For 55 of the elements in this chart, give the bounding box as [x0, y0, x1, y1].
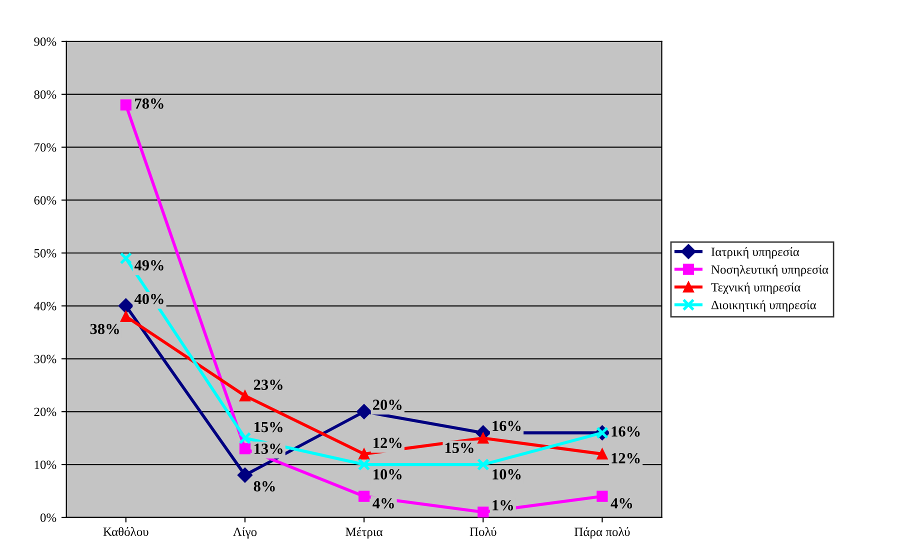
- x-tick-label: Καθόλου: [103, 527, 148, 536]
- legend-label: Διοικητική υπηρεσία: [711, 300, 816, 312]
- data-label: 15%: [254, 422, 282, 432]
- point: [238, 432, 252, 444]
- point: [596, 490, 608, 502]
- point: [239, 390, 251, 402]
- y-tick-label: 90%: [34, 37, 56, 46]
- point: [120, 310, 132, 322]
- y-tick-label: 60%: [34, 196, 56, 205]
- point: [239, 443, 251, 454]
- data-label: 10%: [492, 469, 521, 480]
- y-tick-label: 50%: [34, 249, 56, 258]
- data-label: 16%: [612, 426, 640, 437]
- point: [596, 448, 608, 460]
- point: [476, 458, 490, 471]
- point: [358, 448, 370, 460]
- data-label: 4%: [610, 498, 632, 508]
- x-tick-label: Πολύ: [470, 527, 496, 536]
- point: [118, 298, 134, 314]
- data-label: 8%: [254, 481, 275, 492]
- point: [237, 468, 253, 483]
- legend-label: Ιατρική υπηρεσία: [711, 247, 800, 259]
- point: [120, 252, 132, 265]
- data-label: 38%: [90, 324, 119, 334]
- data-label: 12%: [612, 453, 640, 464]
- data-label: 4%: [372, 498, 394, 508]
- legend-label: Τεχνική υπηρεσία: [711, 282, 800, 294]
- point: [478, 506, 489, 518]
- point: [478, 432, 489, 444]
- y-tick-label: 0%: [40, 513, 56, 522]
- data-label: 78%: [135, 98, 164, 109]
- legend-label: Νοσηλευτική υπηρεσία: [711, 264, 828, 276]
- data-label: 1%: [492, 500, 513, 510]
- data-label: 13%: [254, 444, 282, 454]
- y-tick-label: 10%: [34, 460, 56, 470]
- point: [356, 404, 372, 420]
- data-label: 10%: [374, 469, 402, 480]
- point: [358, 490, 370, 502]
- y-tick-label: 70%: [34, 143, 56, 152]
- data-label: 20%: [373, 400, 402, 410]
- x-tick-label: Λίγο: [233, 527, 257, 539]
- x-tick-label: Μέτρια: [346, 527, 383, 539]
- data-label: 49%: [134, 260, 164, 270]
- y-tick-label: 80%: [34, 90, 56, 99]
- data-label: 16%: [492, 420, 521, 432]
- point: [358, 458, 370, 471]
- x-tick-label: Πάρα πολύ: [574, 527, 630, 539]
- point: [120, 99, 132, 110]
- data-label: 12%: [374, 438, 402, 448]
- y-tick-label: 30%: [34, 354, 56, 364]
- data-label: 23%: [254, 380, 282, 390]
- data-label: 15%: [445, 442, 474, 454]
- y-tick-label: 40%: [34, 302, 56, 310]
- y-tick-label: 20%: [34, 408, 56, 416]
- data-label: 40%: [134, 294, 164, 304]
